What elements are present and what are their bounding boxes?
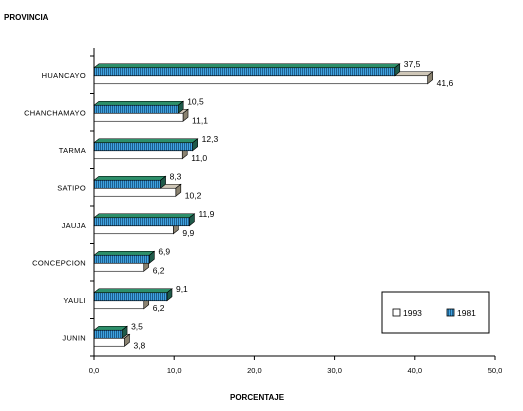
category-label-yauli: YAULI [63,296,86,305]
bar-1981-concepcion [93,250,156,264]
value-label-1981-concepcion: 6,9 [158,246,170,256]
value-label-1981-satipo: 8,3 [170,171,182,181]
value-label-1993-yauli: 6,2 [153,303,165,313]
bars-group: 37,5 41,6 10,5 11,1 12,3 11,0 8,310,2 11,9 9,9 6,… [93,59,454,350]
value-label-1993-tarma: 11,0 [191,153,207,163]
bar-1981-junin-front [93,329,123,339]
category-label-junin: JUNIN [62,333,86,342]
bar-1993-tarma-front [93,150,183,160]
legend: 1993 1981 [381,291,490,334]
bar-1981-yauli-top [93,288,173,294]
bar-1981-chanchamayo [93,100,185,114]
bar-1981-tarma-top [93,138,199,144]
bar-1981-chanchamayo-top [93,100,185,106]
category-label-tarma: TARMA [59,146,86,155]
bar-1981-junin [93,325,128,339]
x-tick-label: 40,0 [407,366,422,375]
value-label-1981-yauli: 9,1 [176,284,188,294]
value-label-1981-junin: 3,5 [131,321,143,331]
bar-1993-satipo-front [93,187,177,197]
category-label-concepcion: CONCEPCION [32,258,86,267]
bar-1981-satipo-front [93,179,161,189]
x-axis-title: PORCENTAJE [230,393,285,402]
x-tick-label: 30,0 [327,366,342,375]
x-tick-label: 20,0 [247,366,262,375]
bar-1993-huancayo-front [93,75,428,85]
bar-1981-jauja [93,213,196,227]
category-label-huancayo: HUANCAYO [42,71,86,80]
legend-swatch-1981 [446,308,455,317]
bar-1993-concepcion-front [93,262,145,272]
bar-1981-concepcion-top [93,250,156,256]
axes-group: HUANCAYO CHANCHAMAYO TARMA SATIPO JAUJA CONCE… [24,48,502,375]
bar-1993-jauja-front [93,225,174,235]
bar-1981-junin-top [93,325,128,331]
bar-1981-satipo [93,175,167,189]
value-label-1981-tarma: 12,3 [202,134,219,144]
category-label-satipo: SATIPO [57,183,86,192]
legend-label-1993: 1993 [403,308,422,318]
value-label-1981-jauja: 11,9 [198,209,214,219]
legend-swatch-1993 [392,308,401,317]
bar-1993-yauli-front [93,300,145,310]
bar-1981-chanchamayo-front [93,104,179,114]
bar-1981-tarma [93,138,199,152]
category-label-chanchamayo: CHANCHAMAYO [24,108,86,117]
bar-1981-tarma-front [93,142,193,152]
bar-1981-huancayo-top [93,63,401,69]
bar-1981-jauja-top [93,213,196,219]
value-label-1993-huancayo: 41,6 [437,78,454,88]
x-tick-label: 0,0 [89,366,99,375]
bar-1981-jauja-front [93,217,190,227]
bar-1981-yauli-front [93,292,168,302]
bar-1993-chanchamayo-front [93,112,184,122]
value-label-1993-concepcion: 6,2 [153,265,165,275]
value-label-1993-junin: 3,8 [133,340,145,350]
bar-1993-junin-front [93,337,125,347]
bar-1981-yauli [93,288,173,302]
x-tick-label: 50,0 [488,366,503,375]
bar-1981-huancayo-front [93,67,396,77]
legend-label-1981: 1981 [457,308,476,318]
chart-title: PROVINCIA [4,13,49,22]
value-label-1993-satipo: 10,2 [185,190,202,200]
value-label-1981-chanchamayo: 10,5 [187,96,204,106]
x-tick-label: 10,0 [167,366,182,375]
bar-1981-concepcion-front [93,254,150,264]
bar-1981-huancayo [93,63,401,77]
value-label-1993-jauja: 9,9 [182,228,194,238]
category-label-jauja: JAUJA [62,221,86,230]
value-label-1981-huancayo: 37,5 [404,59,421,69]
bar-1981-satipo-top [93,175,167,181]
value-label-1993-chanchamayo: 11,1 [192,115,208,125]
